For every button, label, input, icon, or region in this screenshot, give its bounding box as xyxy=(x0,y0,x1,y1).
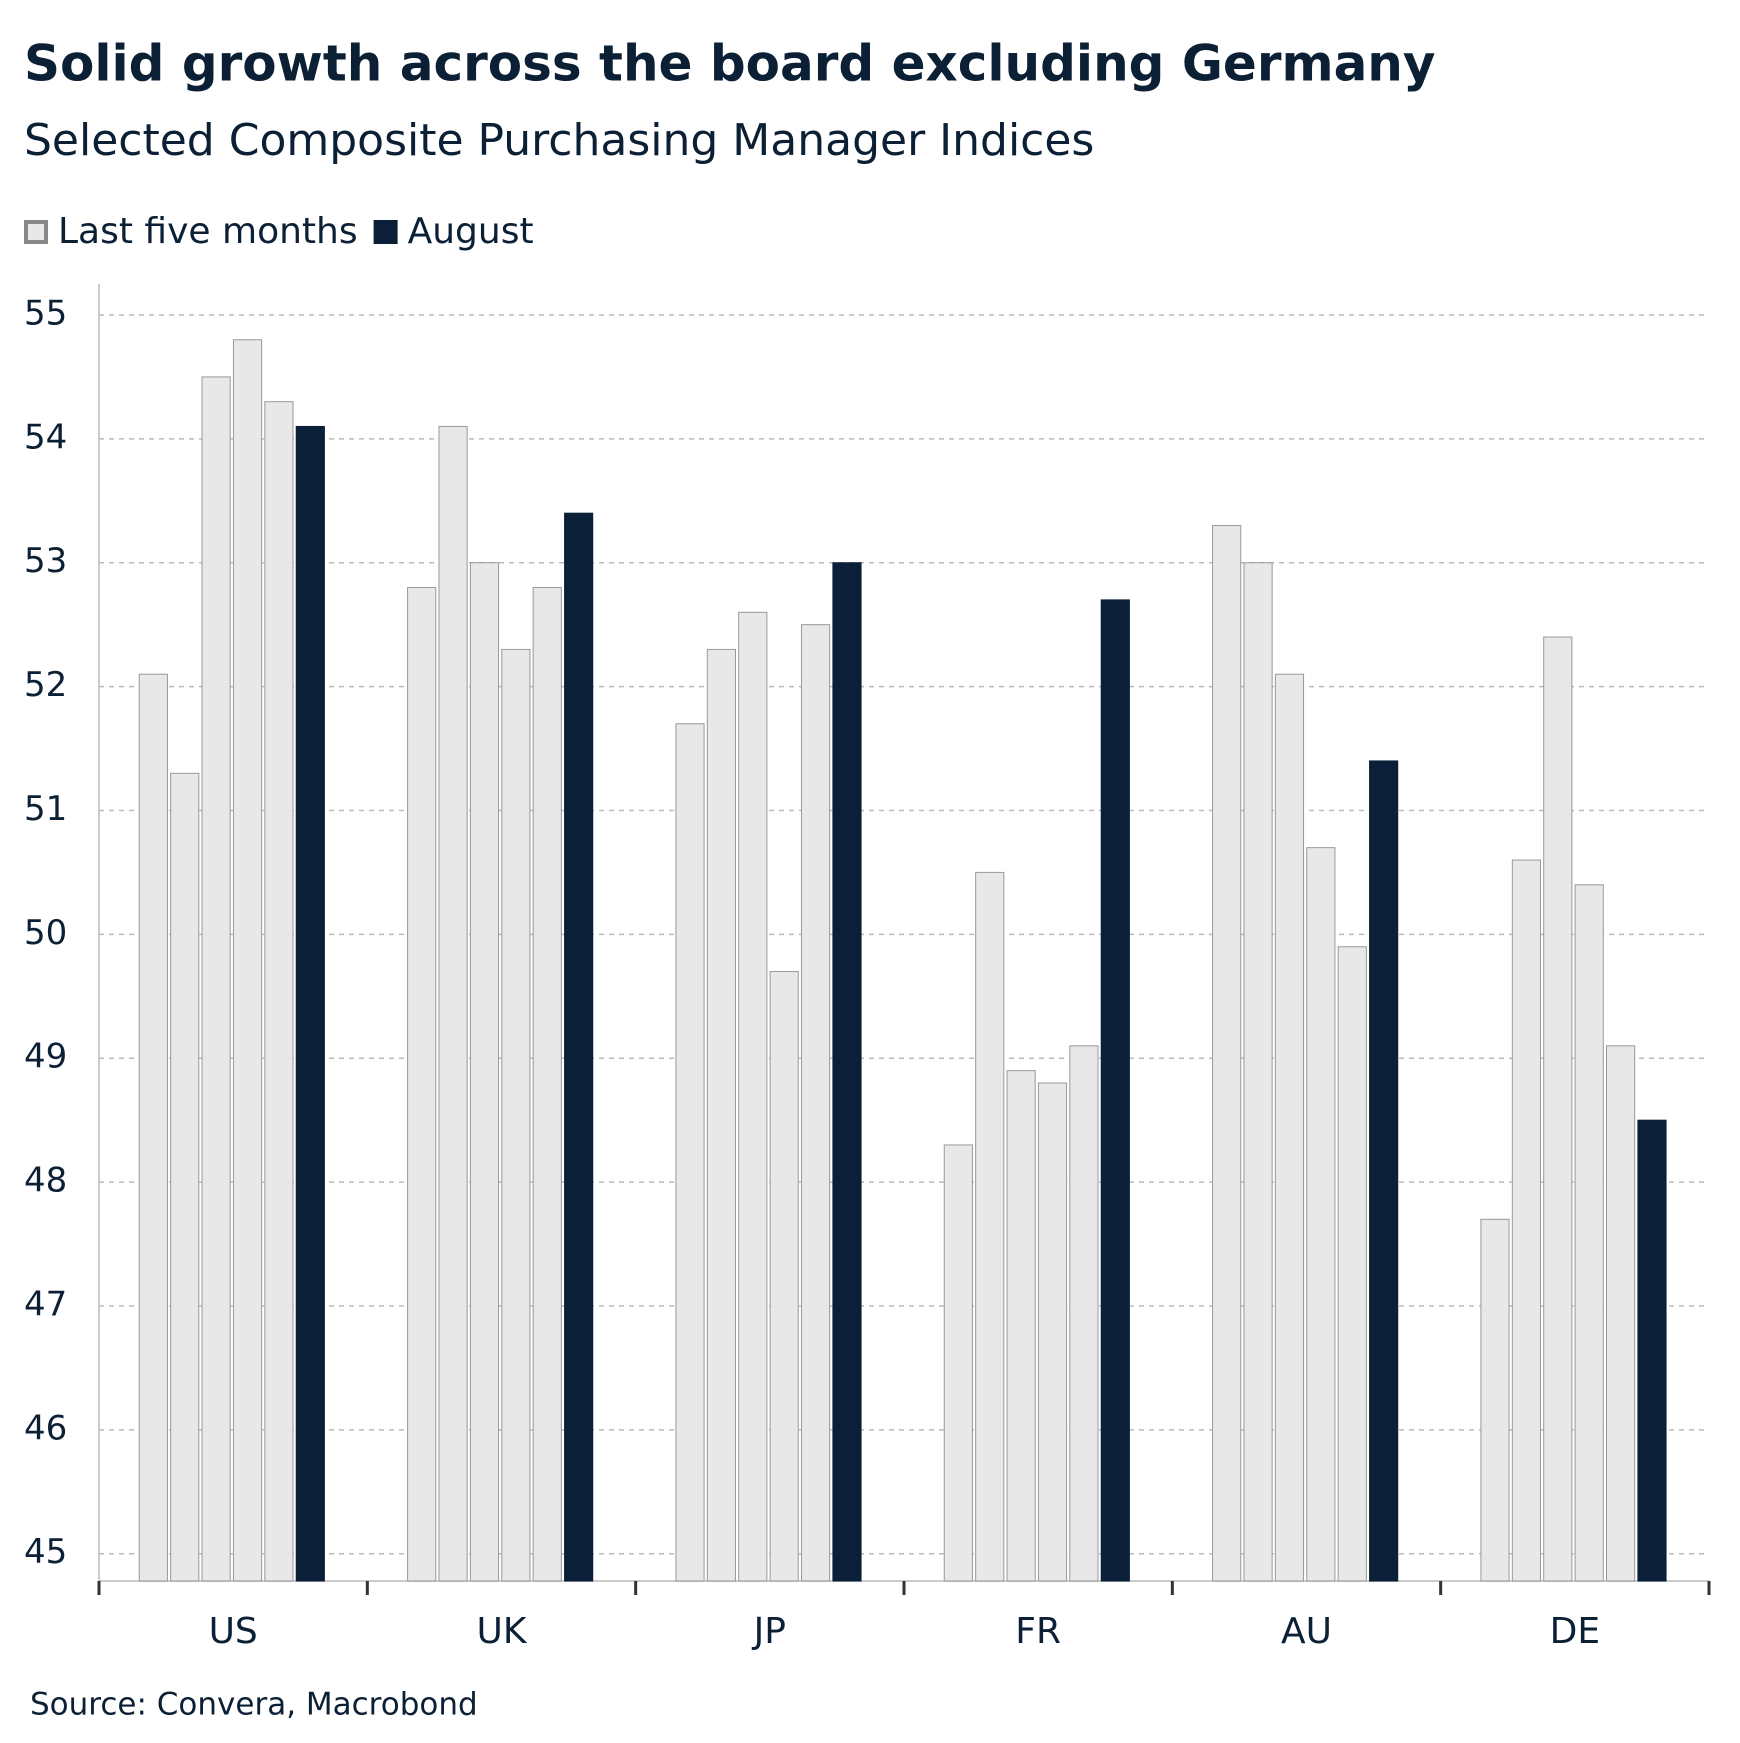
bar xyxy=(800,624,831,1582)
y-tick-label: 47 xyxy=(24,1284,67,1324)
bar xyxy=(264,401,294,1582)
bar xyxy=(1243,562,1273,1582)
y-tick-label: 53 xyxy=(24,541,67,581)
x-tick-label: JP xyxy=(752,1611,786,1652)
chart-subtitle: Selected Composite Purchasing Manager In… xyxy=(24,115,1094,166)
y-tick-label: 45 xyxy=(24,1532,67,1572)
bar xyxy=(832,562,862,1582)
chart-title: Solid growth across the board excluding … xyxy=(24,35,1436,93)
bar xyxy=(738,611,768,1582)
y-tick-label: 52 xyxy=(24,665,67,705)
bar xyxy=(564,512,594,1582)
bar xyxy=(201,376,231,1582)
y-tick-label: 55 xyxy=(24,293,67,333)
y-tick-label: 46 xyxy=(24,1408,67,1448)
x-tick-label: FR xyxy=(1015,1611,1061,1652)
bar xyxy=(1574,884,1604,1582)
bar xyxy=(232,339,263,1582)
bar xyxy=(1511,859,1541,1582)
bar xyxy=(1306,847,1336,1582)
legend-label: Last five months xyxy=(58,211,358,252)
legend-label: August xyxy=(408,211,534,252)
bar xyxy=(501,648,531,1582)
bar xyxy=(1037,1082,1068,1582)
y-tick-label: 48 xyxy=(24,1161,67,1201)
bar xyxy=(675,723,705,1582)
x-tick-label: UK xyxy=(477,1611,528,1652)
bar xyxy=(943,1144,973,1582)
bar xyxy=(170,772,200,1582)
bar xyxy=(532,587,562,1582)
bar xyxy=(1274,673,1305,1582)
y-tick-label: 49 xyxy=(24,1037,67,1077)
source: Source: Convera, Macrobond xyxy=(30,1687,478,1723)
bar xyxy=(1069,1045,1099,1582)
bar xyxy=(407,587,437,1582)
legend-marker xyxy=(373,220,398,244)
bar xyxy=(138,673,168,1582)
bar xyxy=(1637,1119,1667,1582)
y-tick-label: 51 xyxy=(24,789,67,829)
bar xyxy=(1212,525,1242,1582)
bar xyxy=(1605,1045,1636,1582)
bar xyxy=(438,425,468,1582)
bar xyxy=(975,871,1005,1582)
bar xyxy=(469,562,500,1582)
x-tick-label: US xyxy=(209,1611,258,1652)
y-tick-label: 50 xyxy=(24,913,67,953)
bar xyxy=(706,648,736,1582)
bar xyxy=(1369,760,1399,1582)
y-tick-label: 54 xyxy=(24,417,67,457)
bar xyxy=(769,971,799,1582)
bar xyxy=(1006,1070,1036,1582)
bar xyxy=(295,425,325,1582)
bar xyxy=(1337,946,1367,1582)
x-tick-label: AU xyxy=(1281,1611,1332,1652)
x-tick-label: DE xyxy=(1550,1611,1600,1652)
bar xyxy=(1480,1218,1510,1582)
bar xyxy=(1100,599,1130,1582)
bar xyxy=(1543,636,1573,1582)
legend-marker xyxy=(24,220,48,244)
